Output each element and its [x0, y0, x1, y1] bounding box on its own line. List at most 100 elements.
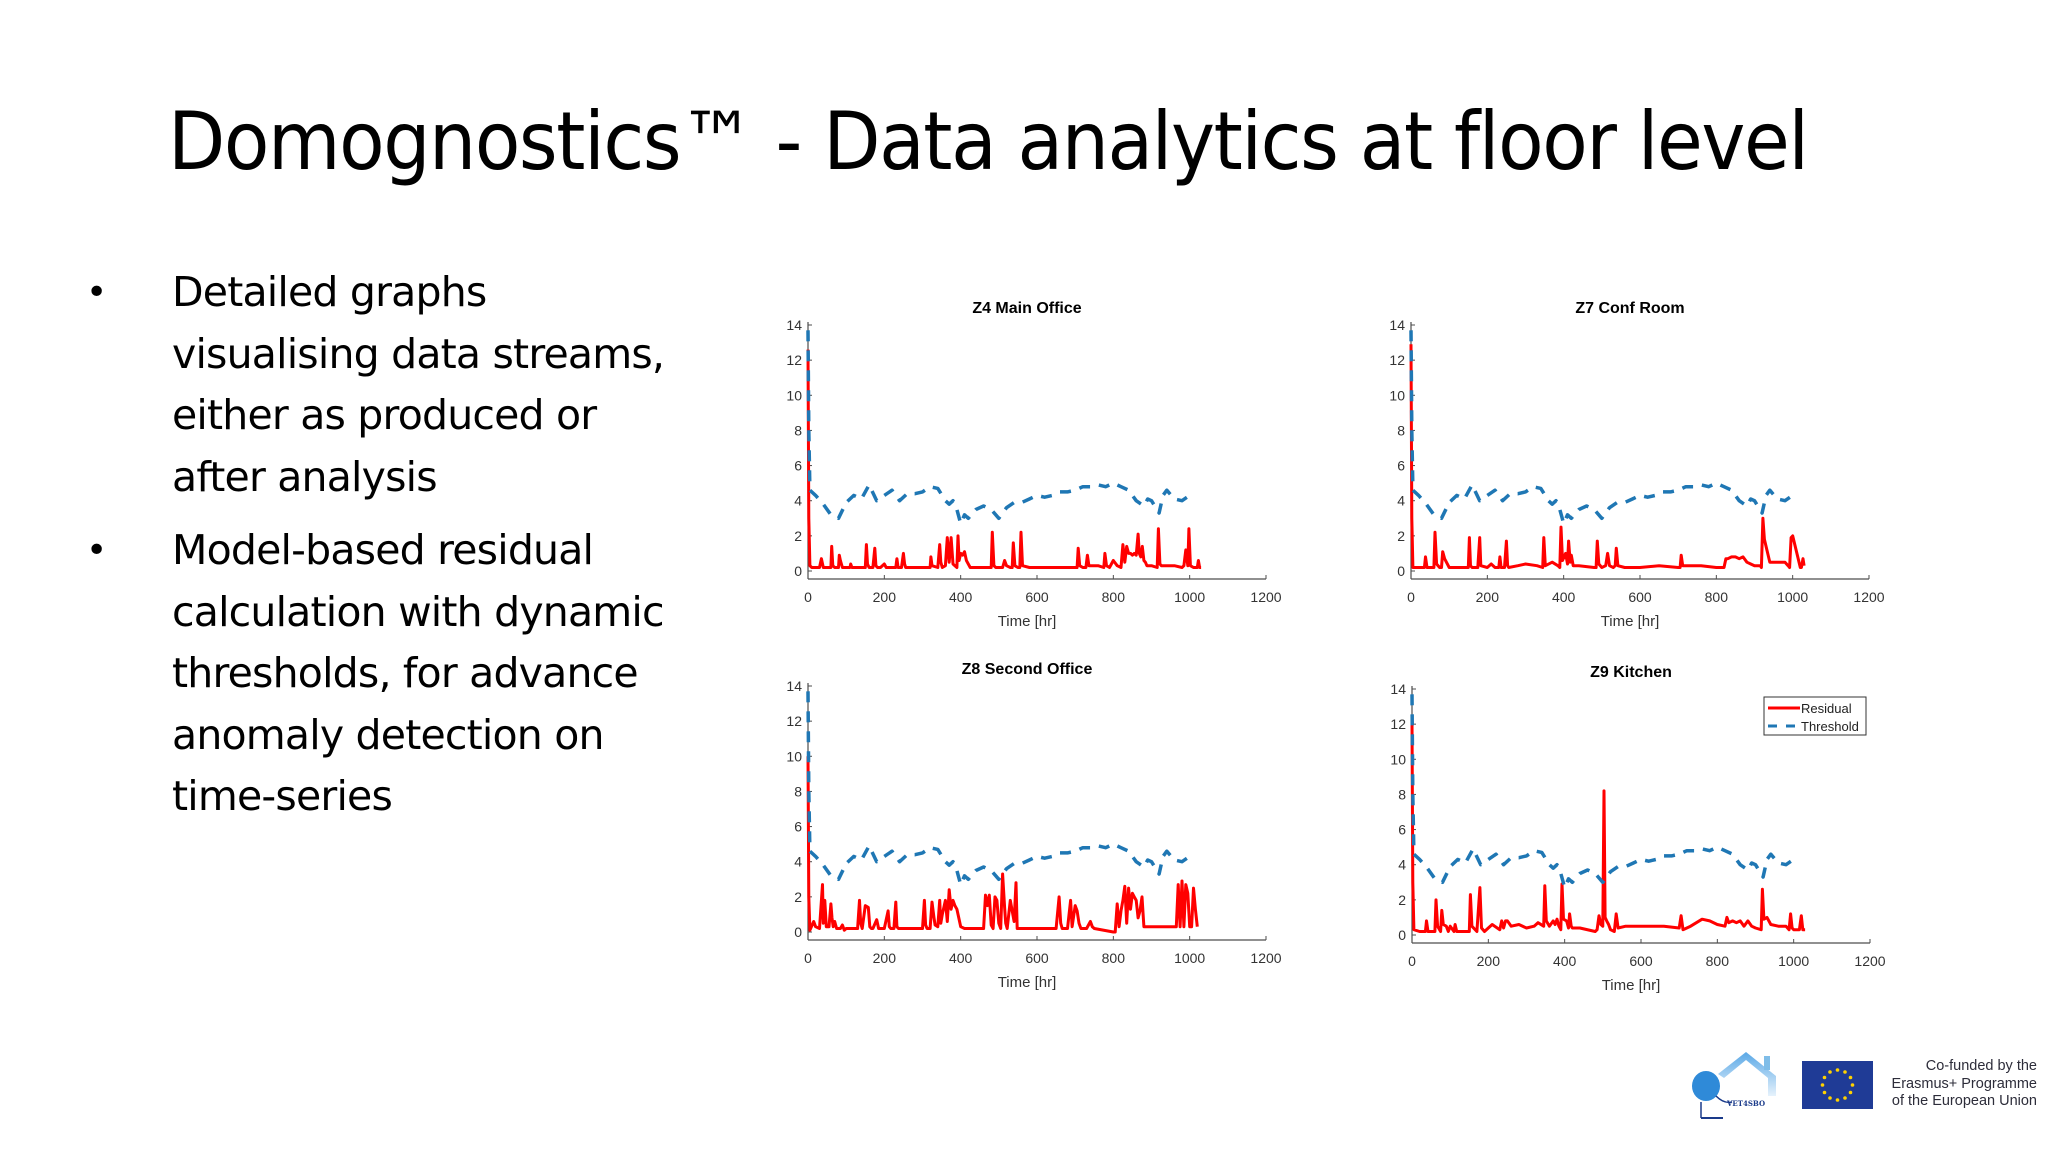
x-tick-label: 1000: [1174, 950, 1205, 966]
y-tick-label: 6: [794, 819, 802, 835]
residual-line: [1409, 344, 1806, 569]
x-tick-label: 200: [1476, 589, 1500, 605]
star-icon: [1828, 1096, 1832, 1100]
x-tick-label: 1200: [1853, 589, 1884, 605]
y-tick-label: 4: [794, 493, 802, 509]
y-tick-label: 10: [786, 387, 802, 403]
x-tick-label: 1000: [1174, 589, 1205, 605]
chart-panel: Z8 Second Office 0 2 4 6 8 10 12 14 0 200 400 600 800…: [786, 661, 1281, 991]
chart-panel: Z9 Kitchen 0 2 4 6 8 10 12 14 0 200 400 600 800 1000 12…: [1390, 664, 1885, 994]
y-tick-label: 10: [1390, 751, 1406, 767]
x-tick-label: 0: [804, 950, 812, 966]
y-tick-label: 0: [794, 563, 802, 579]
logo-text: VET4SBO: [1726, 1099, 1765, 1108]
bullet-item: • Model-based residual calculation with …: [80, 520, 720, 828]
chart-title: Z4 Main Office: [972, 300, 1081, 317]
x-tick-label: 800: [1705, 589, 1729, 605]
chart-title: Z9 Kitchen: [1590, 664, 1672, 681]
y-tick-label: 4: [1398, 857, 1406, 873]
threshold-line: [1409, 330, 1798, 526]
residual-line: [806, 349, 1202, 569]
vet4sbo-logo: VET4SBO: [1692, 1052, 1776, 1119]
x-tick-label: 1200: [1250, 950, 1281, 966]
x-tick-label: 400: [1552, 589, 1576, 605]
residual-line: [1410, 720, 1806, 933]
y-tick-label: 8: [794, 422, 802, 438]
x-tick-label: 0: [1408, 953, 1416, 969]
x-tick-label: 800: [1102, 589, 1126, 605]
bullet-text: Detailed graphs visualising data streams…: [172, 268, 665, 501]
star-icon: [1848, 1090, 1853, 1095]
y-tick-label: 10: [786, 748, 802, 764]
x-axis-label: Time [hr]: [1602, 977, 1661, 994]
x-tick-label: 200: [873, 950, 897, 966]
y-tick-label: 6: [1398, 822, 1406, 838]
x-tick-label: 600: [1025, 950, 1049, 966]
y-tick-label: 12: [1389, 352, 1405, 368]
y-tick-label: 14: [1389, 317, 1405, 333]
star-icon: [1828, 1070, 1832, 1074]
x-tick-label: 600: [1629, 953, 1653, 969]
star-icon: [1850, 1083, 1855, 1087]
y-tick-label: 12: [786, 713, 802, 729]
chart-panel: Z7 Conf Room 0 2 4 6 8 10 12 14 0 200 400 600 800 1000…: [1389, 300, 1884, 630]
y-tick-label: 4: [794, 854, 802, 870]
x-axis-label: Time [hr]: [1601, 613, 1660, 630]
x-axis-label: Time [hr]: [998, 974, 1057, 991]
y-tick-label: 12: [1390, 716, 1406, 732]
bullet-marker: •: [86, 272, 107, 313]
x-tick-label: 400: [949, 950, 973, 966]
star-icon: [1848, 1075, 1853, 1080]
x-tick-label: 400: [1553, 953, 1577, 969]
threshold-line: [806, 691, 1195, 887]
legend-label: Threshold: [1801, 719, 1859, 734]
chart-legend: Residual Threshold: [1763, 696, 1867, 736]
x-tick-label: 0: [1407, 589, 1415, 605]
x-axis-label: Time [hr]: [998, 613, 1057, 630]
y-tick-label: 4: [1397, 493, 1405, 509]
star-icon: [1843, 1096, 1847, 1100]
residual-line: [806, 756, 1199, 934]
x-tick-label: 1200: [1250, 589, 1281, 605]
legend-label: Residual: [1801, 701, 1852, 716]
star-icon: [1822, 1090, 1827, 1095]
y-tick-label: 12: [786, 352, 802, 368]
x-tick-label: 1000: [1777, 589, 1808, 605]
bullet-marker: •: [86, 530, 107, 571]
x-tick-label: 800: [1706, 953, 1730, 969]
star-icon: [1835, 1098, 1840, 1102]
threshold-line: [806, 330, 1195, 526]
y-tick-label: 10: [1389, 387, 1405, 403]
x-tick-label: 200: [873, 589, 897, 605]
y-tick-label: 8: [1397, 422, 1405, 438]
y-tick-label: 2: [794, 528, 802, 544]
y-tick-label: 14: [786, 678, 802, 694]
threshold-line: [1410, 694, 1799, 890]
y-tick-label: 2: [794, 889, 802, 905]
star-icon: [1835, 1068, 1840, 1072]
y-tick-label: 0: [1398, 927, 1406, 943]
y-tick-label: 2: [1398, 892, 1406, 908]
x-tick-label: 1200: [1854, 953, 1885, 969]
x-tick-label: 0: [804, 589, 812, 605]
x-tick-label: 600: [1628, 589, 1652, 605]
bullet-item: • Detailed graphs visualising data strea…: [80, 262, 720, 508]
funding-notice: Co-funded by the Erasmus+ Programme of t…: [1891, 1058, 2037, 1109]
y-tick-label: 14: [1390, 681, 1406, 697]
y-tick-label: 8: [1398, 786, 1406, 802]
y-tick-label: 6: [1397, 458, 1405, 474]
star-icon: [1820, 1083, 1825, 1087]
x-tick-label: 600: [1025, 589, 1049, 605]
x-tick-label: 200: [1477, 953, 1501, 969]
y-tick-label: 2: [1397, 528, 1405, 544]
star-icon: [1843, 1070, 1847, 1074]
eu-flag-icon: [1802, 1061, 1873, 1109]
x-tick-label: 1000: [1778, 953, 1809, 969]
star-icon: [1822, 1075, 1827, 1080]
chart-title: Z8 Second Office: [962, 661, 1093, 678]
y-tick-label: 0: [1397, 563, 1405, 579]
slide-title: Domognostics™ - Data analytics at floor …: [168, 95, 1809, 188]
y-tick-label: 14: [786, 317, 802, 333]
y-tick-label: 0: [794, 924, 802, 940]
